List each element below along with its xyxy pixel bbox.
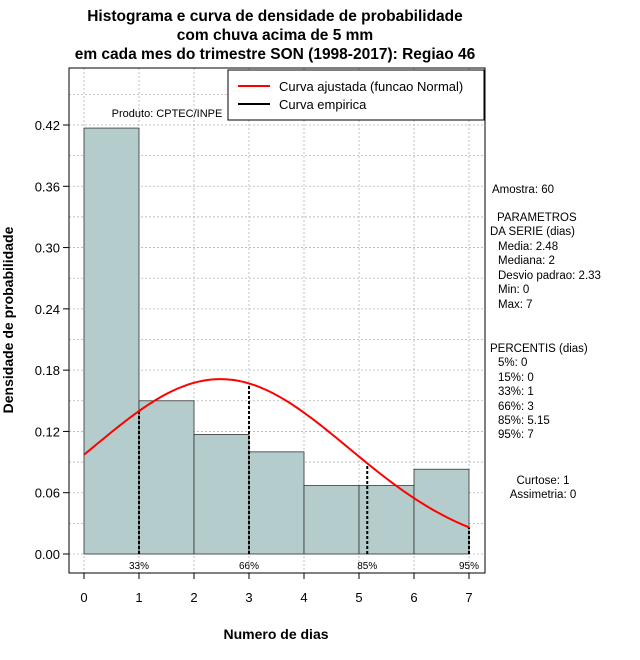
y-tick-label-1: 0.06	[35, 486, 60, 501]
percentis-header: PERCENTIS (dias)	[490, 343, 588, 355]
curtose: Curtose: 1	[516, 475, 569, 487]
legend-box	[227, 69, 485, 121]
percentile-label-2: 85%	[357, 561, 377, 572]
percentil-66: 66%: 3	[498, 401, 534, 413]
param-desvio: Desvio padrao: 2.33	[498, 270, 601, 282]
y-tick-label-0: 0.00	[35, 547, 60, 562]
x-tick-label-6: 6	[410, 590, 417, 605]
x-tick-label-3: 3	[245, 590, 252, 605]
assimetria: Assimetria: 0	[510, 489, 576, 501]
chart-title-line-3: em cada mes do trimestre SON (1998-2017)…	[75, 46, 476, 63]
percentil-5: 5%: 0	[498, 357, 527, 369]
percentile-lines	[138, 383, 470, 554]
x-axis: 0 1 2 3 4 5 6 7	[80, 572, 473, 605]
legend: Curva ajustada (funcao Normal) Curva emp…	[227, 69, 485, 121]
percentile-label-1: 66%	[239, 561, 259, 572]
percentile-label-0: 33%	[129, 561, 149, 572]
y-axis: 0.00 0.06 0.12 0.18 0.24 0.30 0.36 0.42	[35, 118, 70, 562]
param-media: Media: 2.48	[498, 241, 558, 253]
percentil-95: 95%: 7	[498, 429, 534, 441]
x-axis-label: Numero de dias	[223, 626, 328, 642]
histogram-bar-4	[303, 485, 360, 555]
param-max: Max: 7	[498, 299, 533, 311]
percentile-labels: 33% 66% 85% 95%	[129, 561, 479, 572]
histogram-bars	[83, 127, 470, 555]
params-header-2: DA SERIE (dias)	[490, 226, 575, 238]
percentil-15: 15%: 0	[498, 372, 534, 384]
percentil-85: 85%: 5.15	[498, 415, 550, 427]
params-header-1: PARAMETROS	[497, 212, 577, 224]
y-axis-label: Densidade de probabilidade	[0, 226, 16, 413]
y-tick-label-4: 0.24	[35, 302, 60, 317]
percentile-label-3: 95%	[459, 561, 479, 572]
histogram-bar-2	[193, 434, 250, 555]
percentil-33: 33%: 1	[498, 386, 534, 398]
product-label: Produto: CPTEC/INPE	[112, 108, 223, 120]
y-tick-label-2: 0.12	[35, 424, 60, 439]
stats-panel: Amostra: 60 PARAMETROS DA SERIE (dias) M…	[490, 184, 601, 501]
x-tick-label-7: 7	[465, 590, 472, 605]
histogram-bar-6	[413, 468, 470, 555]
y-tick-label-5: 0.30	[35, 241, 60, 256]
histogram-bar-3	[248, 451, 305, 555]
chart-title-line-2: com chuva acima de 5 mm	[177, 27, 373, 44]
histogram-bar-0	[83, 127, 140, 555]
legend-label-empirical: Curva empirica	[279, 97, 367, 112]
y-tick-label-6: 0.36	[35, 179, 60, 194]
x-tick-label-2: 2	[190, 590, 197, 605]
normal-curve	[83, 378, 470, 529]
param-mediana: Mediana: 2	[498, 255, 555, 267]
x-tick-label-4: 4	[300, 590, 307, 605]
x-tick-label-1: 1	[135, 590, 142, 605]
y-tick-label-7: 0.42	[35, 118, 60, 133]
chart-title-line-1: Histograma e curva de densidade de proba…	[87, 8, 463, 25]
legend-label-normal: Curva ajustada (funcao Normal)	[279, 79, 463, 94]
sample-size: Amostra: 60	[492, 184, 554, 196]
y-tick-label-3: 0.18	[35, 363, 60, 378]
histogram-bar-1	[138, 400, 195, 555]
param-min: Min: 0	[498, 284, 529, 296]
x-tick-label-5: 5	[355, 590, 362, 605]
x-tick-label-0: 0	[80, 590, 87, 605]
